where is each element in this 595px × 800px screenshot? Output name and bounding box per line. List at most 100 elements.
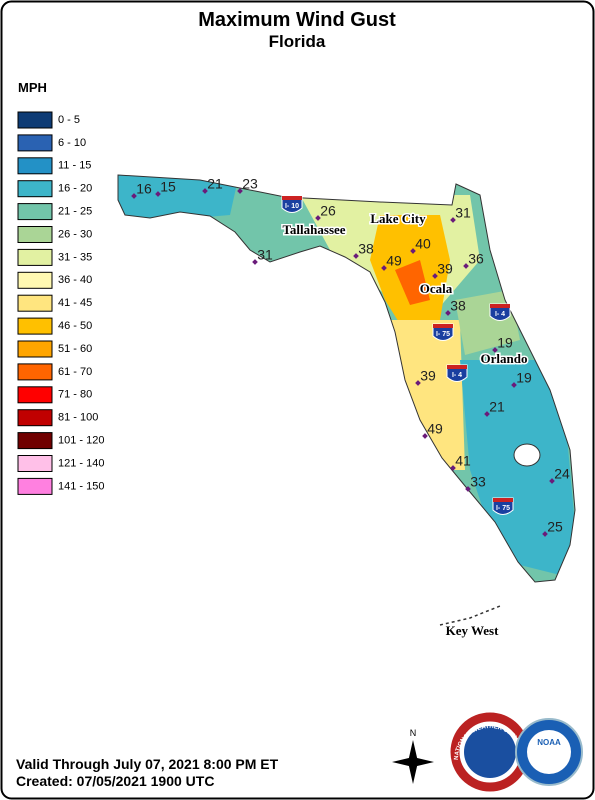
legend-label: 61 - 70 <box>58 366 92 378</box>
legend-label: 21 - 25 <box>58 206 92 218</box>
station-marker <box>542 531 548 537</box>
station-value: 36 <box>468 251 484 267</box>
interstate-label: I- 4 <box>452 372 462 379</box>
legend-label: 41 - 45 <box>58 297 92 309</box>
station-value: 16 <box>136 181 152 197</box>
legend-swatch <box>17 294 53 312</box>
station-value: 49 <box>386 253 402 269</box>
noaa-logo: NOAA <box>515 718 583 786</box>
title: Maximum Wind Gust <box>198 9 396 31</box>
station-marker <box>450 217 456 223</box>
station-value: 49 <box>427 421 443 437</box>
noaa-text: NOAA <box>537 738 561 747</box>
shield-top <box>282 196 302 200</box>
interstate-label: I- 4 <box>495 311 505 318</box>
compass: N <box>392 728 434 784</box>
shield-top <box>447 365 467 369</box>
legend-label: 81 - 100 <box>58 412 98 424</box>
legend-swatch <box>17 340 53 358</box>
city-label: Ocala <box>420 281 453 296</box>
station-value: 40 <box>415 236 431 252</box>
station-value: 39 <box>437 261 453 277</box>
city-label: Tallahassee <box>282 222 345 237</box>
station-value: 41 <box>455 453 471 469</box>
station-value: 21 <box>207 176 223 192</box>
legend-swatch <box>17 477 53 495</box>
station-value: 25 <box>547 519 563 535</box>
lake-okeechobee <box>513 443 541 467</box>
station-marker <box>315 215 321 221</box>
station-value: 39 <box>420 368 436 384</box>
legend-label: 11 - 15 <box>58 160 91 172</box>
shield-top <box>493 498 513 502</box>
city-label: Lake City <box>370 211 426 226</box>
station-marker <box>410 248 416 254</box>
legend-title: MPH <box>18 80 47 95</box>
created-time: Created: 07/05/2021 1900 UTC <box>16 773 214 789</box>
station-marker <box>252 259 258 265</box>
interstate-shield <box>446 364 468 382</box>
keys <box>439 605 501 626</box>
station-marker <box>450 465 456 471</box>
legend-swatch <box>17 134 53 152</box>
interstate-label: I- 75 <box>436 331 450 338</box>
legend-label: 121 - 140 <box>58 457 104 469</box>
station-marker <box>445 310 451 316</box>
station-marker <box>492 347 498 353</box>
station-marker <box>381 265 387 271</box>
compass-label: N <box>410 728 417 738</box>
nws-logo: NATIONAL WEATHER SERVICE <box>450 712 530 792</box>
legend-label: 31 - 35 <box>58 251 92 263</box>
station-value: 24 <box>554 466 570 482</box>
legend-label: 16 - 20 <box>58 183 92 195</box>
legend-swatch <box>17 432 53 450</box>
legend-label: 101 - 120 <box>58 435 104 447</box>
legend-swatch <box>17 180 53 198</box>
station-value: 38 <box>358 241 374 257</box>
station-marker <box>463 263 469 269</box>
shield-top <box>490 304 510 308</box>
city-label: Orlando <box>481 351 528 366</box>
station-marker <box>131 193 137 199</box>
stations: 16 15 21 23 26 31 38 49 40 39 36 31 38 19 19 39 21 49 41 33… <box>131 176 570 537</box>
legend-label: 141 - 150 <box>58 480 104 492</box>
interstate-shield <box>489 303 511 321</box>
legend-label: 26 - 30 <box>58 228 92 240</box>
station-marker <box>415 380 421 386</box>
city-label: Key West <box>446 623 500 638</box>
station-value: 23 <box>242 176 258 192</box>
interstate-label: I- 10 <box>285 203 299 210</box>
station-value: 38 <box>450 298 466 314</box>
legend-swatch <box>17 157 53 175</box>
station-marker <box>155 191 161 197</box>
legend-swatch <box>17 111 53 129</box>
station-marker <box>353 253 359 259</box>
legend: 0 - 5 6 - 10 11 - 15 16 - 20 21 - 25 26 - 30 3… <box>17 111 104 495</box>
legend-swatch <box>17 363 53 381</box>
station-marker <box>484 411 490 417</box>
interstates: I- 10 I- 75 I- 4 I- 4 I- 75 <box>281 195 514 515</box>
legend-swatch <box>17 203 53 221</box>
shield-top <box>433 324 453 328</box>
valid-time: Valid Through July 07, 2021 8:00 PM ET <box>16 756 279 772</box>
cities: Tallahassee Lake City Ocala Orlando Key West <box>281 209 529 639</box>
station-value: 33 <box>470 474 486 490</box>
legend-swatch <box>17 271 53 289</box>
station-marker <box>202 188 208 194</box>
interstate-shield <box>492 497 514 515</box>
legend-label: 46 - 50 <box>58 320 92 332</box>
station-value: 31 <box>455 205 471 221</box>
legend-swatch <box>17 248 53 266</box>
station-marker <box>549 478 555 484</box>
interstate-shield <box>432 323 454 341</box>
legend-label: 71 - 80 <box>58 389 92 401</box>
station-marker <box>237 188 243 194</box>
station-value: 19 <box>516 370 532 386</box>
station-value: 31 <box>257 247 273 263</box>
interstate-shield <box>281 195 303 213</box>
station-value: 21 <box>489 399 505 415</box>
station-value: 26 <box>320 203 336 219</box>
legend-label: 51 - 60 <box>58 343 92 355</box>
station-marker <box>511 382 517 388</box>
